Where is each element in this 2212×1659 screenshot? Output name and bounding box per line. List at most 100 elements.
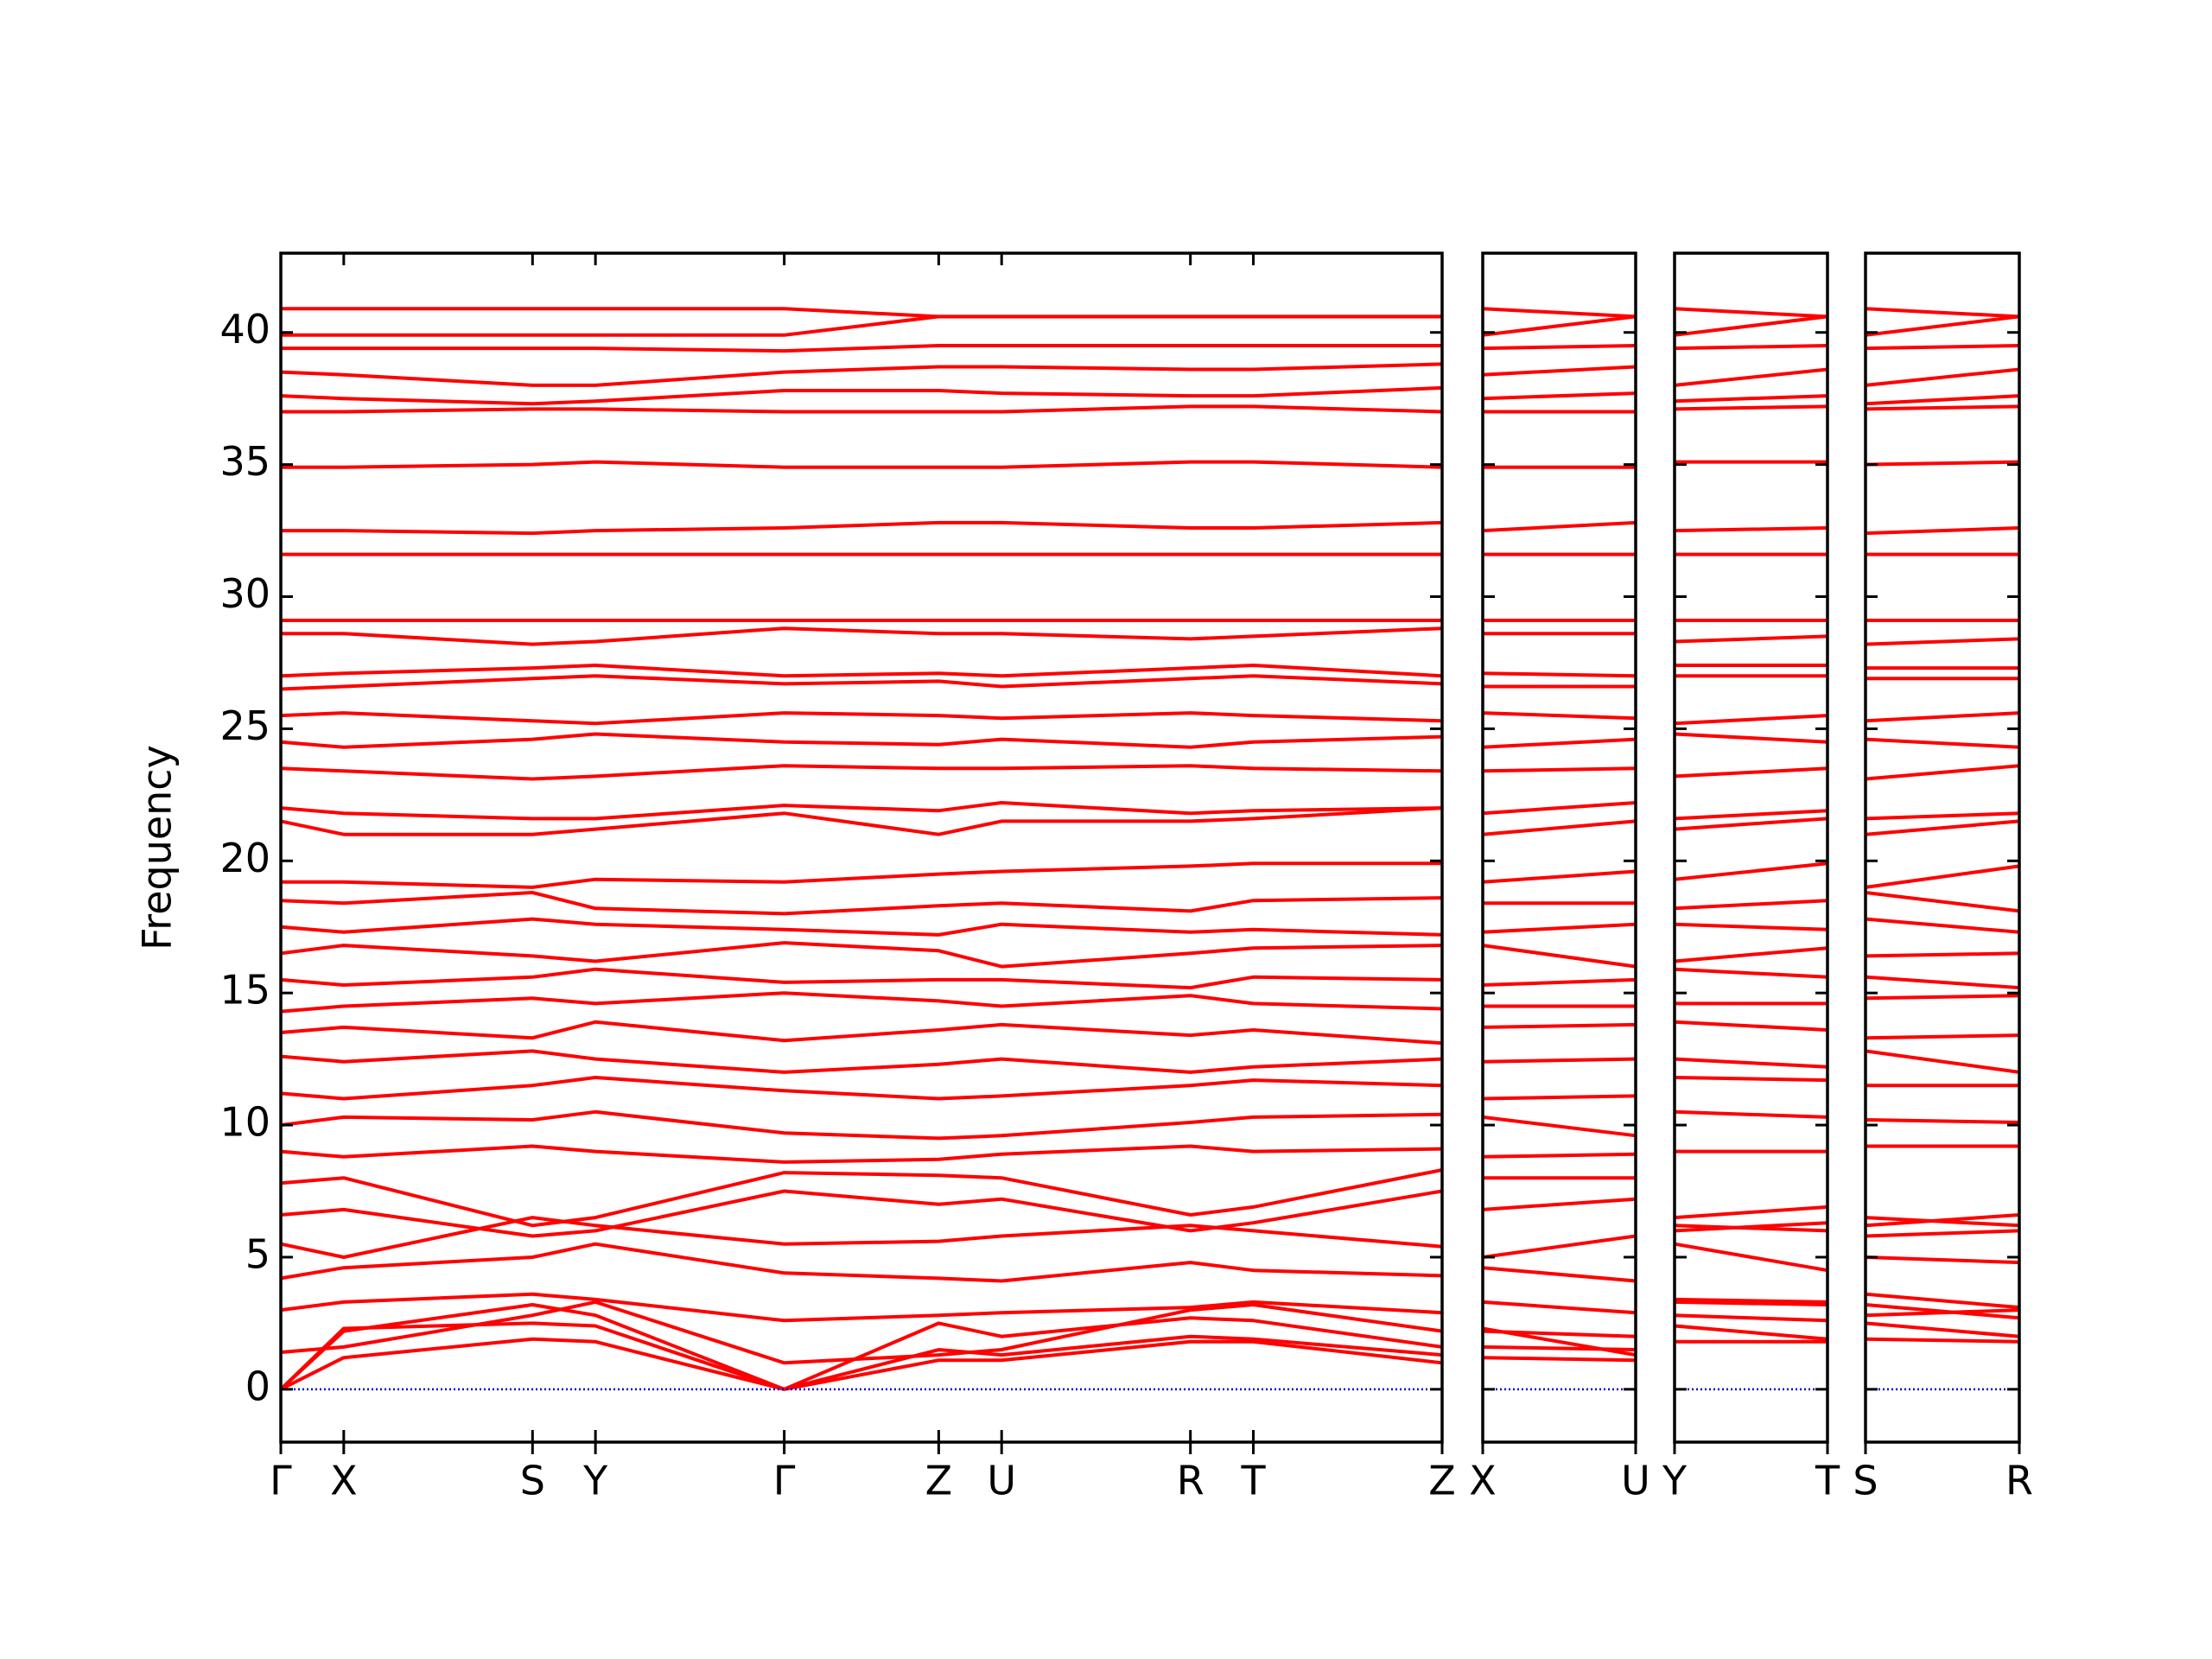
band-line [1674,809,1828,821]
band-line [1865,1049,2020,1074]
band-line [1482,1300,1637,1315]
band-line [1865,737,2020,749]
band-line [280,806,1443,836]
y-axis-label: Frequency [134,745,181,950]
band-line [1482,1022,1637,1029]
band-line [1674,1297,1828,1304]
band-line [1865,460,2020,467]
panel-frame [1864,251,2021,1444]
band-line [1482,344,1637,351]
band-line [1674,526,1828,533]
y-tick-label: 25 [219,702,270,749]
band-line [1482,737,1637,749]
y-tick-label: 30 [219,570,270,617]
band-line [1865,1292,2020,1310]
y-tick-label: 20 [219,835,270,881]
band-line [280,1109,1443,1141]
band-line [1482,766,1637,773]
band-line [281,626,1443,646]
y-tick-label: 15 [219,967,270,1014]
panel-frame [279,251,1444,1444]
band-line [1674,315,1828,337]
band-line [280,1168,1443,1228]
band-line [1482,801,1637,816]
band-line [1674,861,1828,881]
band-line [1865,367,2020,387]
band-line [1674,714,1828,726]
band-line [1865,711,2020,723]
band-line [1674,1057,1828,1069]
x-tick-label: X [1469,1458,1497,1504]
x-tick-label: S [1853,1458,1878,1504]
band-line [281,404,1443,414]
band-line [1482,1266,1637,1283]
band-line [1674,1109,1828,1119]
band-line [1482,977,1637,987]
x-tick-label: Y [1662,1458,1688,1504]
band-line [280,674,1443,691]
band-line [1865,1213,2020,1228]
band-line [1482,315,1637,337]
band-line [1674,307,1828,319]
band-line [280,1076,1443,1101]
band-line [1482,1057,1637,1064]
band-line [1482,671,1637,678]
band-line [280,732,1443,749]
band-line [280,991,1443,1014]
band-line [1865,315,2020,337]
band-line [1674,404,1828,411]
band-line [281,460,1443,469]
x-tick-label: X [330,1458,358,1504]
band-line [1865,811,2020,821]
band-line [279,1303,1443,1391]
band-line [280,1242,1443,1283]
band-line [1865,394,2020,406]
x-tick-label: R [1177,1458,1205,1504]
band-line [1865,951,2020,958]
band-line [1482,1234,1637,1259]
x-tick-label: Z [1428,1458,1456,1504]
band-line [1674,899,1828,911]
x-tick-label: Γ [270,1458,292,1504]
band-line [1482,520,1637,533]
band-line [1482,711,1637,721]
band-line [1865,1337,2020,1344]
band-line [280,385,1443,406]
band-line [1865,1308,2020,1318]
panel-frame [1481,251,1637,1444]
band-line [1674,1020,1828,1032]
band-line [1674,922,1828,931]
band-line [1674,1242,1828,1273]
band-line [1482,1344,1637,1351]
band-line [1674,1324,1828,1341]
band-line [1865,1033,2020,1040]
y-tick-label: 10 [219,1099,270,1146]
band-line [280,941,1443,969]
band-line [1865,819,2020,836]
band-line [1674,1300,1828,1306]
band-line [280,764,1443,781]
band-line [1865,404,2020,411]
band-line [280,1337,1443,1391]
band-line [1674,1313,1828,1323]
band-line [280,1300,1443,1365]
band-line [1674,344,1828,351]
band-line [280,362,1443,387]
band-line [1674,634,1828,644]
y-tick-label: 40 [219,306,270,353]
band-line [1674,817,1828,831]
band-line [1865,1321,2020,1338]
band-line [1865,764,2020,781]
band-line [1482,1356,1637,1363]
band-line [280,967,1443,990]
band-line [1674,946,1828,963]
panel-frame [1673,251,1829,1444]
band-line [1674,1221,1828,1233]
x-tick-label: T [1815,1458,1840,1504]
x-tick-label: Y [582,1458,608,1504]
band-line [1482,819,1637,836]
band-line [1865,975,2020,990]
band-line [1674,1076,1828,1083]
